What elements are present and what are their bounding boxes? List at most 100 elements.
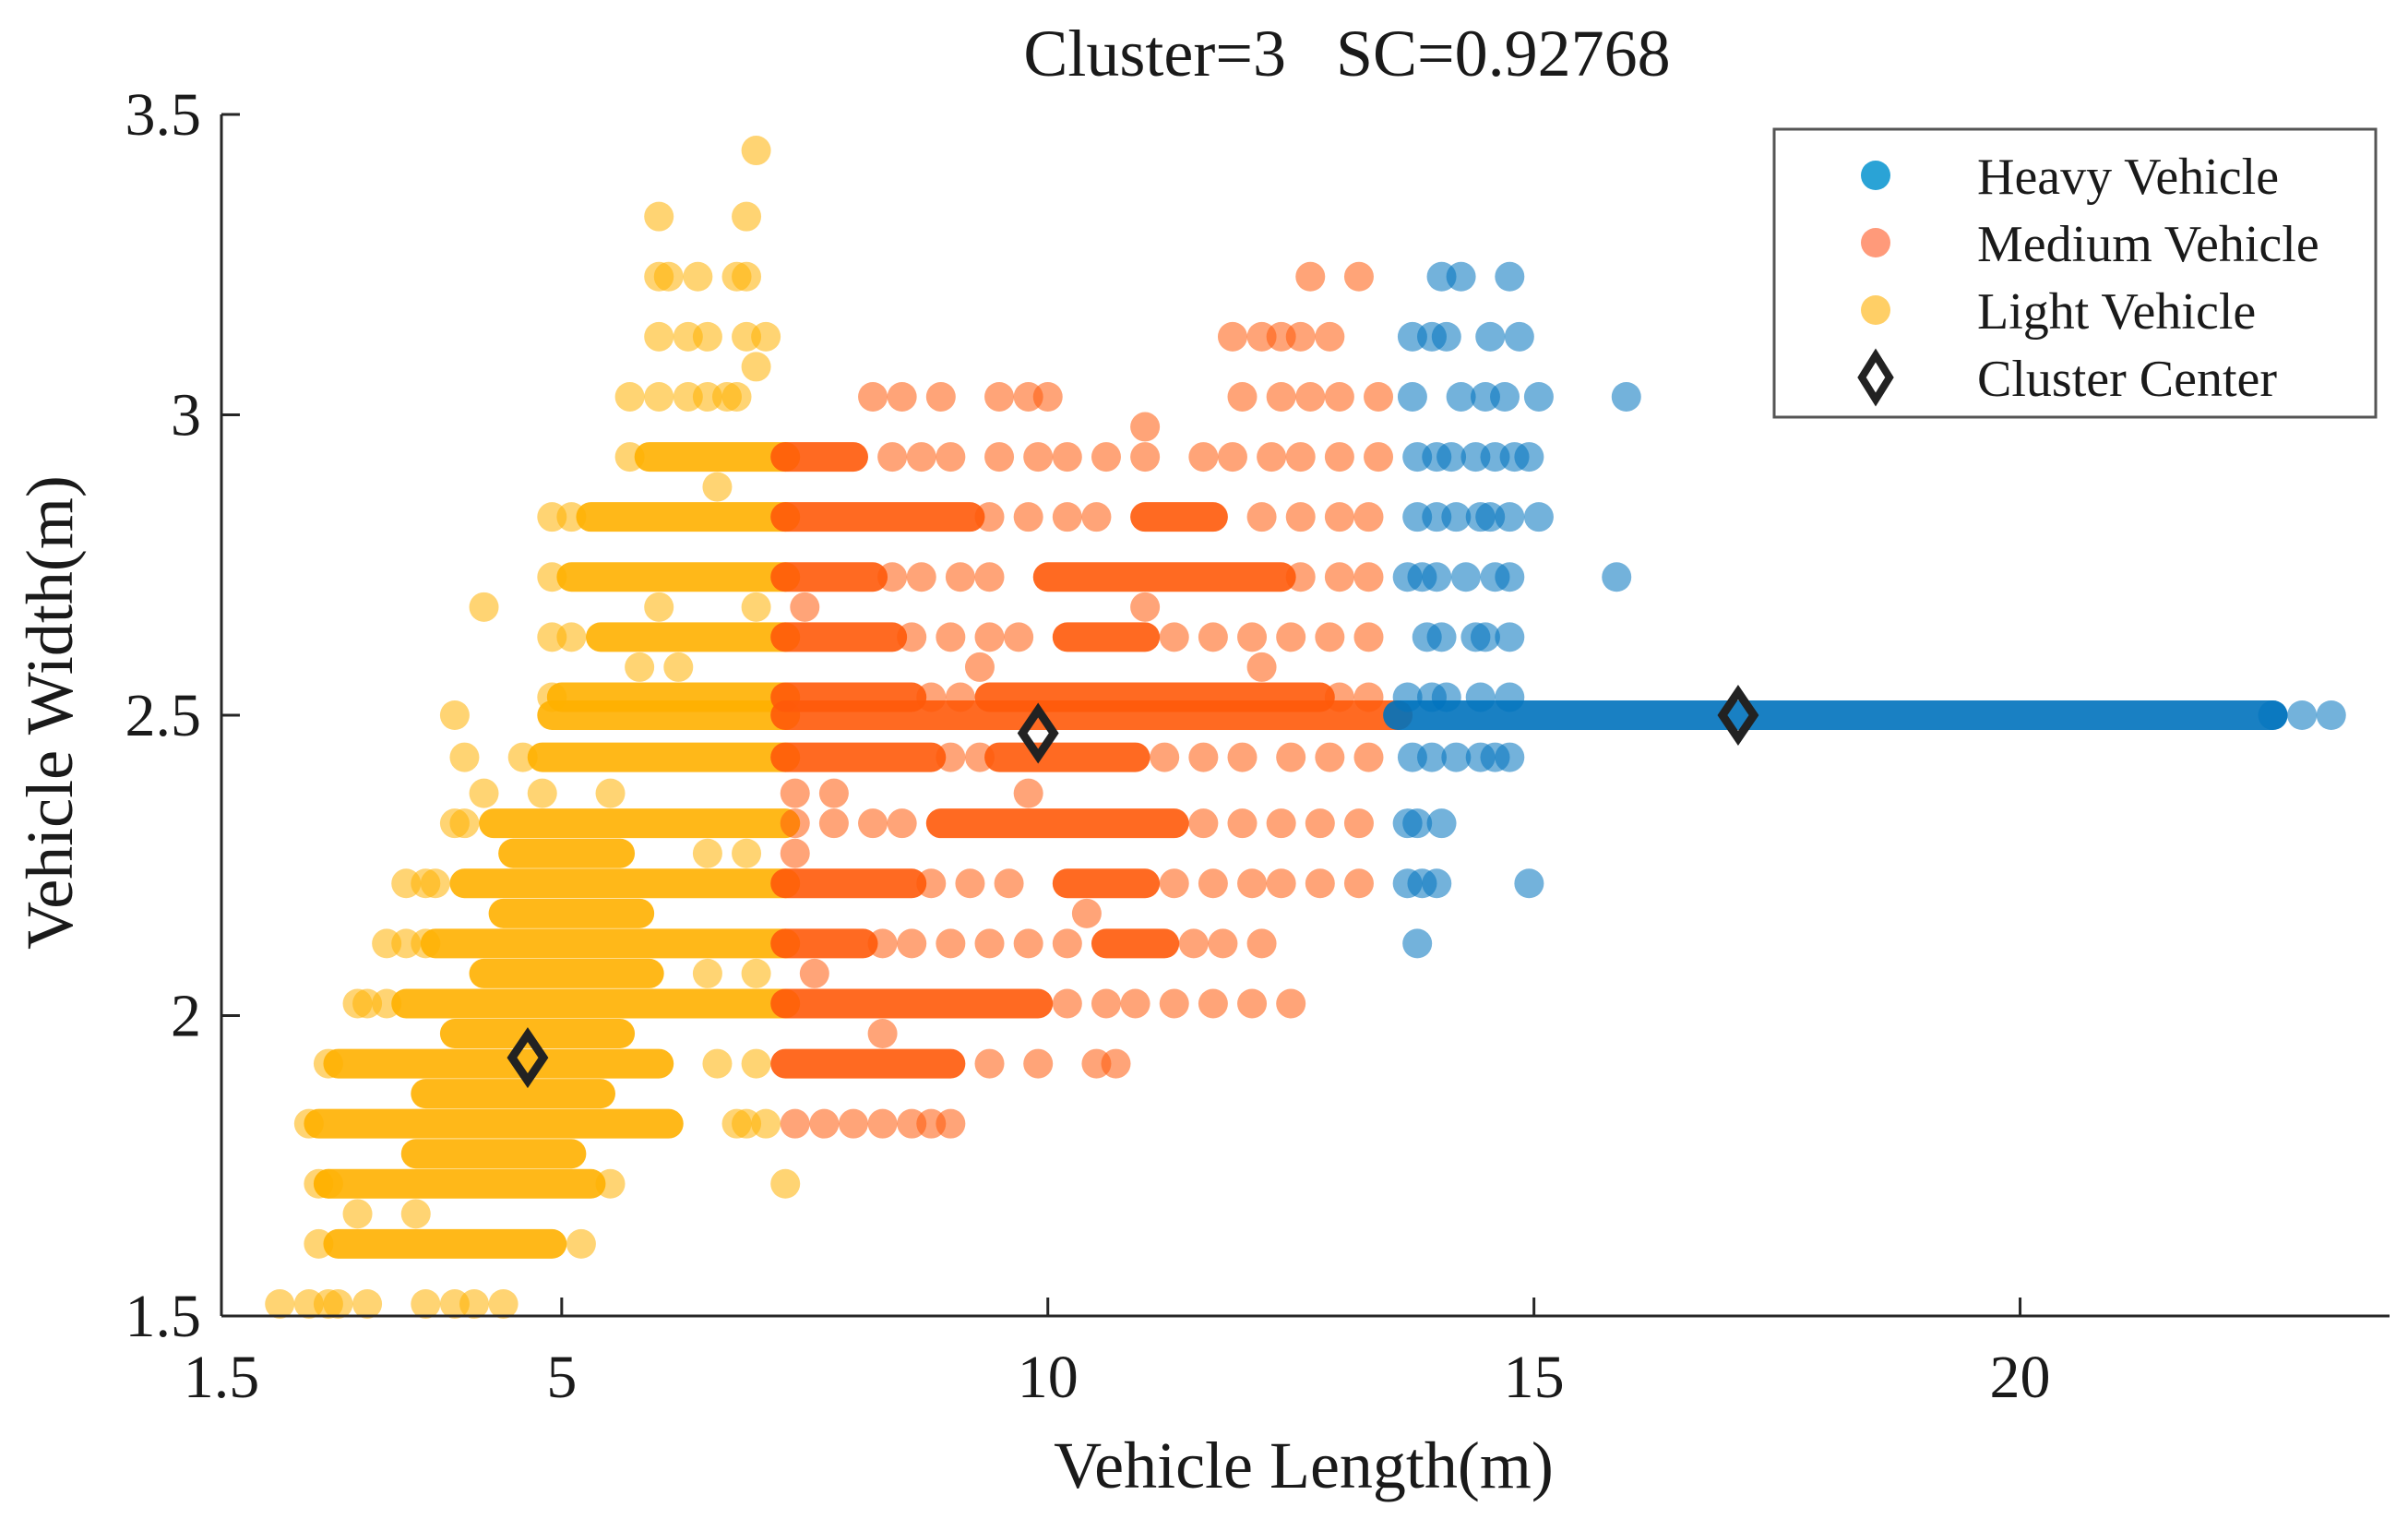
light-vehicle-point	[537, 682, 567, 712]
medium-vehicle-series	[770, 261, 1413, 1139]
medium-vehicle-point	[1217, 321, 1247, 352]
medium-vehicle-point	[818, 778, 849, 808]
heavy-vehicle-point	[1495, 562, 1525, 592]
medium-vehicle-point	[887, 808, 917, 839]
heavy-vehicle-point	[1441, 502, 1472, 532]
light-vehicle-point	[537, 562, 567, 592]
medium-vehicle-band	[925, 808, 1189, 839]
medium-vehicle-point	[1198, 988, 1228, 1019]
medium-vehicle-point	[1343, 868, 1374, 899]
medium-vehicle-band	[974, 682, 1335, 712]
heavy-vehicle-point	[1397, 381, 1427, 412]
medium-vehicle-point	[964, 652, 995, 682]
chart-title: Cluster=3 SC=0.92768	[1023, 17, 1670, 90]
medium-vehicle-point	[1052, 928, 1082, 959]
medium-vehicle-point	[916, 682, 947, 712]
medium-vehicle-point	[1159, 988, 1189, 1019]
medium-vehicle-point	[936, 622, 966, 652]
light-vehicle-point	[459, 1288, 489, 1319]
heavy-vehicle-point	[2316, 700, 2346, 730]
legend-label: Light Vehicle	[1977, 283, 2256, 341]
medium-vehicle-point	[1120, 988, 1150, 1019]
light-vehicle-point	[732, 261, 762, 292]
light-vehicle-point	[644, 201, 674, 232]
cluster-center-marker	[1017, 702, 1059, 764]
heavy-vehicle-point	[1495, 622, 1525, 652]
cluster-center-marker	[507, 1027, 549, 1089]
light-vehicle-point	[653, 261, 684, 292]
light-vehicle-point	[595, 778, 626, 808]
medium-vehicle-point	[1295, 381, 1326, 412]
medium-vehicle-point	[867, 1108, 898, 1139]
medium-vehicle-point	[858, 381, 888, 412]
legend-marker-circle	[1861, 295, 1890, 325]
light-vehicle-band	[304, 1108, 684, 1139]
light-vehicle-point	[741, 958, 771, 988]
medium-vehicle-point	[780, 808, 810, 839]
medium-vehicle-point	[897, 622, 927, 652]
medium-vehicle-point	[1295, 261, 1326, 292]
medium-vehicle-point	[1237, 988, 1268, 1019]
medium-vehicle-band	[770, 682, 927, 712]
light-vehicle-point	[566, 1228, 596, 1259]
medium-vehicle-point	[1285, 502, 1316, 532]
medium-vehicle-point	[936, 742, 966, 772]
light-vehicle-band	[488, 898, 655, 928]
light-vehicle-band	[556, 562, 801, 592]
light-vehicle-band	[479, 808, 801, 839]
light-vehicle-band	[400, 1139, 587, 1169]
medium-vehicle-point	[906, 442, 936, 472]
legend-label: Heavy Vehicle	[1977, 149, 2279, 206]
medium-vehicle-point	[936, 442, 966, 472]
medium-vehicle-point	[1023, 1048, 1054, 1079]
medium-vehicle-point	[1091, 442, 1121, 472]
medium-vehicle-point	[1266, 381, 1296, 412]
light-vehicle-point	[400, 1199, 431, 1229]
medium-vehicle-point	[974, 622, 1005, 652]
medium-vehicle-band	[984, 742, 1150, 772]
heavy-vehicle-point	[1446, 261, 1476, 292]
light-vehicle-band	[537, 700, 801, 730]
medium-vehicle-point	[1227, 808, 1258, 839]
medium-vehicle-point	[1324, 502, 1354, 532]
light-vehicle-point	[265, 1288, 295, 1319]
light-vehicle-band	[323, 1228, 567, 1259]
medium-vehicle-point	[916, 868, 947, 899]
light-vehicle-point	[741, 352, 771, 382]
light-vehicle-point	[420, 868, 450, 899]
light-vehicle-band	[449, 868, 801, 899]
heavy-vehicle-series	[1383, 261, 2346, 959]
medium-vehicle-point	[1032, 381, 1063, 412]
medium-vehicle-point	[1324, 682, 1354, 712]
light-vehicle-point	[372, 988, 402, 1019]
light-vehicle-point	[644, 592, 674, 622]
legend-marker-circle	[1861, 161, 1890, 190]
medium-vehicle-point	[1237, 622, 1268, 652]
light-vehicle-point	[692, 838, 722, 868]
medium-vehicle-point	[1364, 381, 1394, 412]
light-vehicle-point	[469, 592, 499, 622]
medium-vehicle-point	[1159, 868, 1189, 899]
cluster-center-marker	[1717, 684, 1759, 747]
light-vehicle-point	[449, 808, 480, 839]
light-vehicle-band	[323, 1048, 674, 1079]
heavy-vehicle-point	[1602, 562, 1632, 592]
medium-vehicle-point	[790, 592, 820, 622]
cluster-centers	[507, 684, 1759, 1089]
medium-vehicle-point	[1285, 321, 1316, 352]
medium-vehicle-point	[1188, 742, 1219, 772]
light-vehicle-point	[751, 1108, 781, 1139]
medium-vehicle-point	[1257, 442, 1287, 472]
heavy-vehicle-point	[1431, 682, 1461, 712]
y-tick-label: 3	[171, 382, 201, 449]
medium-vehicle-point	[1013, 928, 1043, 959]
light-vehicle-point	[741, 1048, 771, 1079]
x-axis-title: Vehicle Length(m)	[1054, 1429, 1554, 1502]
medium-vehicle-point	[1023, 442, 1054, 472]
medium-vehicle-point	[799, 958, 829, 988]
heavy-vehicle-point	[1514, 442, 1544, 472]
light-vehicle-point	[692, 958, 722, 988]
medium-vehicle-point	[1004, 622, 1034, 652]
heavy-vehicle-point	[1523, 502, 1554, 532]
